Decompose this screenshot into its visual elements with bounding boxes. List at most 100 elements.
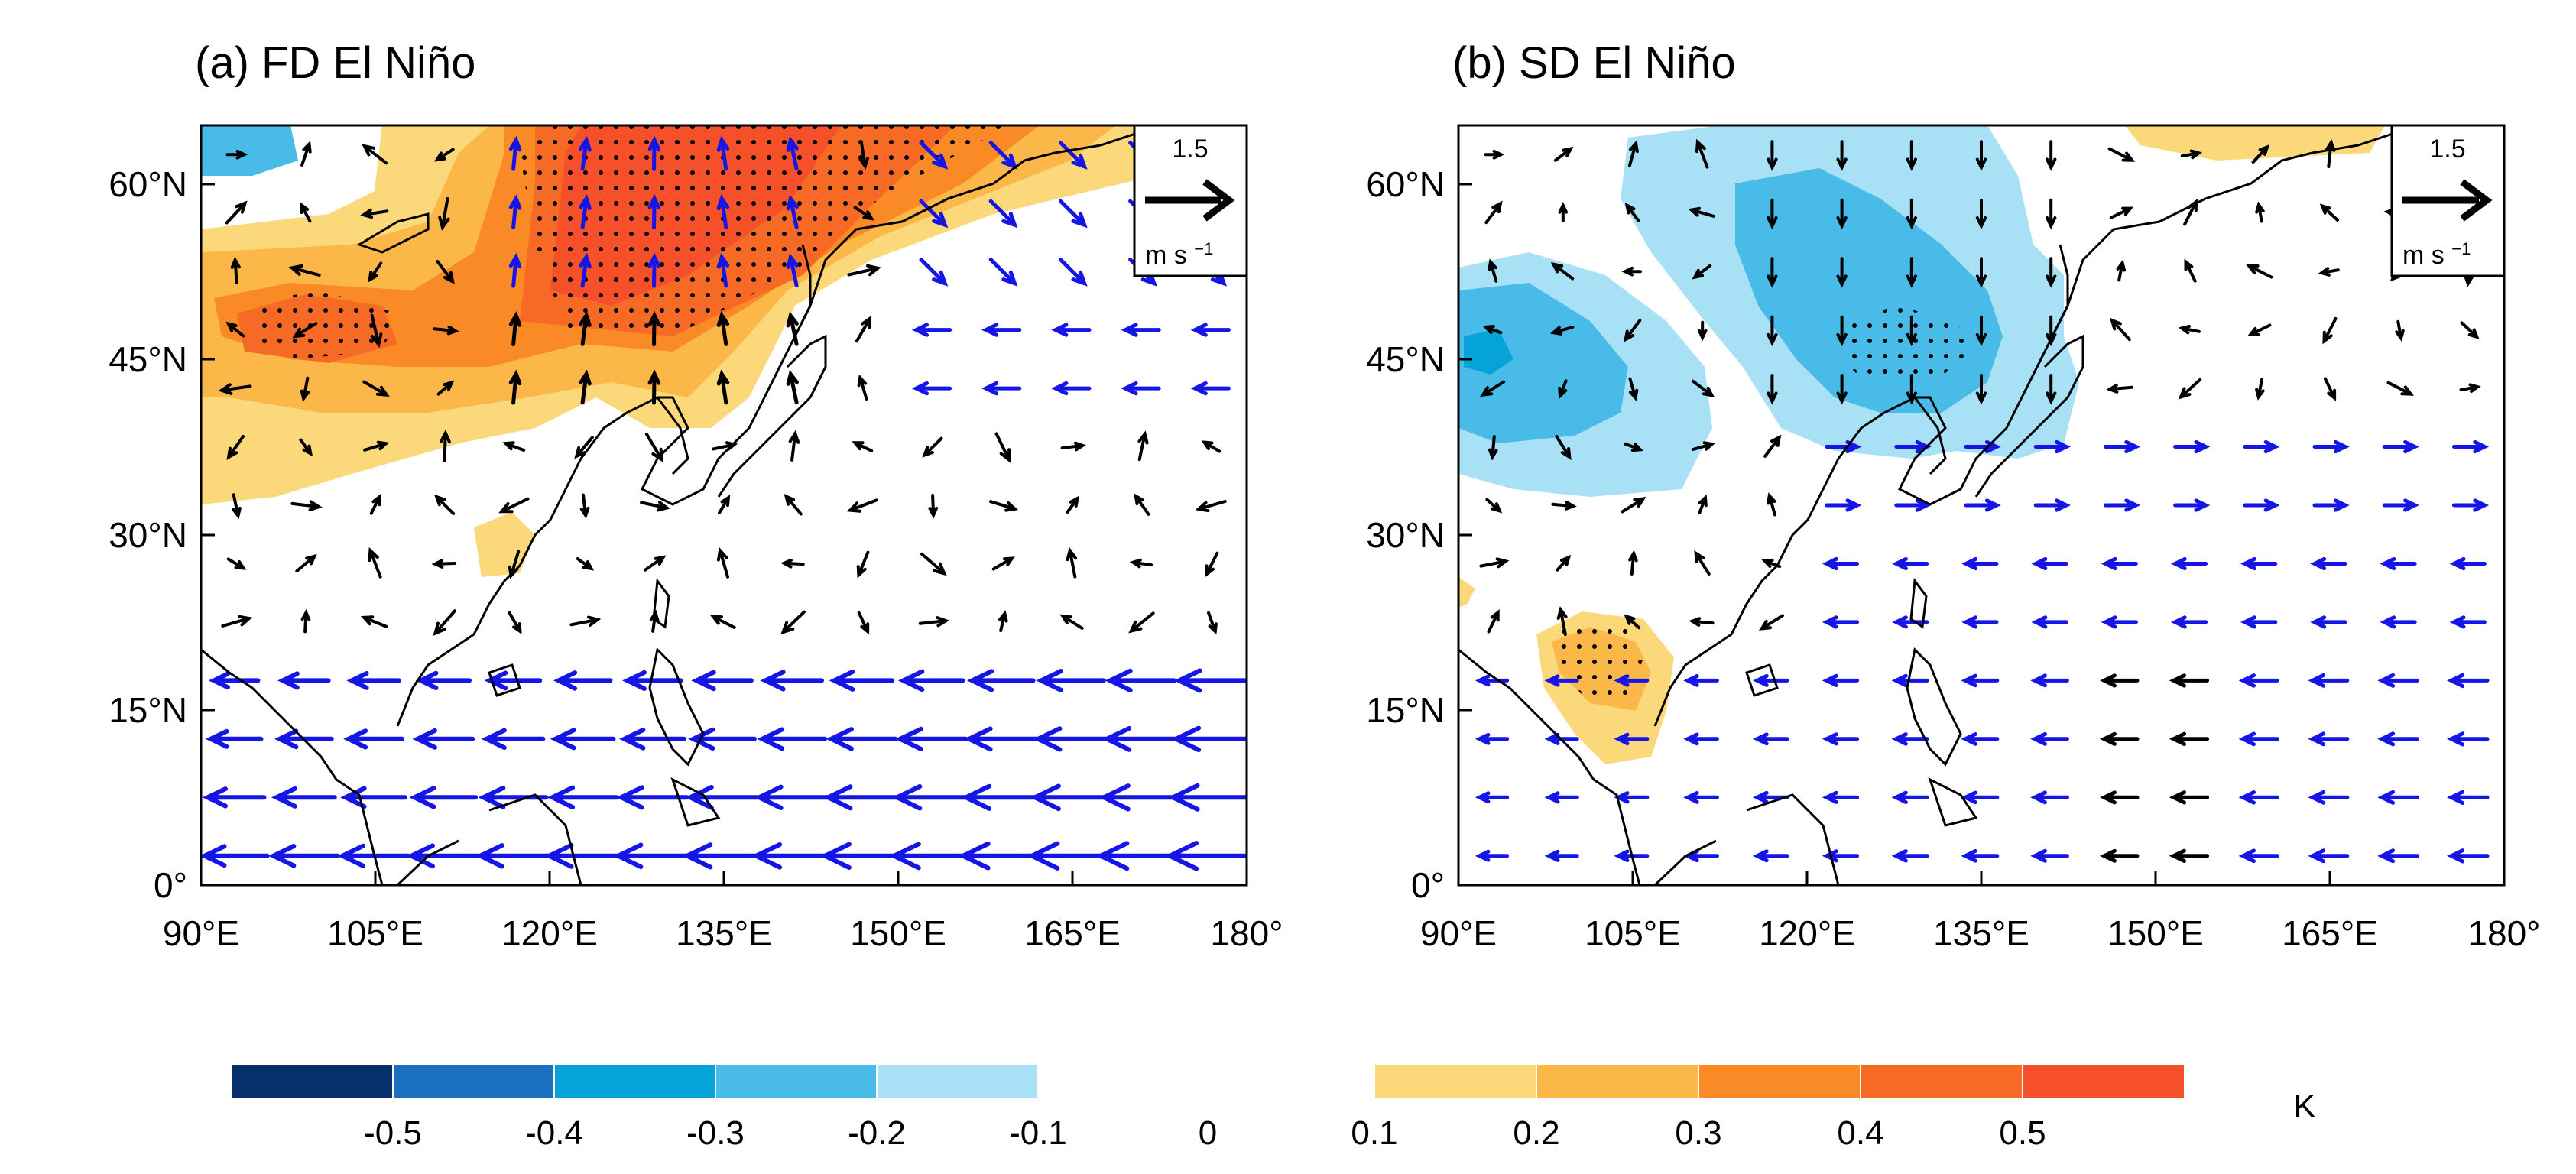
wind-vector (1098, 783, 1183, 812)
wind-vector (829, 669, 895, 692)
wind-vector (2100, 848, 2140, 863)
wind-vector (1961, 556, 1999, 571)
wind-vector (2308, 731, 2350, 747)
wind-vector (1051, 323, 1092, 337)
colorbar-unit: K (2293, 1088, 2315, 1125)
wind-vector (1485, 498, 1503, 514)
wind-vector (2312, 498, 2350, 512)
wind-vector (221, 615, 253, 628)
wind-vector (2308, 673, 2350, 688)
colorbar-swatch (553, 1063, 716, 1100)
y-tick-label: 15°N (1366, 690, 1445, 730)
coastline-philippines (1906, 647, 1978, 827)
wind-vector (1961, 615, 1999, 629)
wind-vector (640, 501, 670, 512)
wind-vector (1101, 725, 1180, 752)
wind-vector (2380, 556, 2417, 571)
wind-vector (682, 842, 763, 870)
wind-vector (647, 252, 661, 288)
wind-vector (362, 380, 390, 397)
colorbar-swatch (1860, 1063, 2023, 1100)
wind-vector (991, 556, 1015, 571)
wind-vector (1066, 546, 1077, 579)
wind-vector (2106, 384, 2133, 394)
wind-vector (2247, 323, 2272, 336)
wind-vector (226, 435, 245, 460)
colorbar: -0.5 -0.4 -0.3 -0.2 -0.1 0 0.1 0.2 0.3 0… (231, 1063, 2316, 1152)
colorbar-swatch (2022, 1063, 2185, 1100)
coastline-sakhalin (793, 244, 812, 337)
wind-vector (788, 430, 800, 462)
wind-vector (225, 200, 248, 225)
wind-vector (786, 369, 799, 405)
wind-vector (1891, 732, 1929, 746)
wind-vector (369, 494, 381, 515)
panel-b-stippling (1559, 306, 1972, 703)
wind-vector (1121, 323, 1161, 337)
wind-vector (1129, 558, 1153, 569)
wind-vector (710, 615, 736, 629)
wind-vector (360, 615, 388, 628)
wind-vector (1624, 203, 1640, 222)
wind-vector (274, 728, 334, 750)
wind-vector (1825, 498, 1862, 512)
wind-vector (2312, 439, 2350, 454)
wind-vector (1836, 198, 1848, 230)
wind-vector (716, 311, 730, 346)
coastline-japan (717, 334, 827, 498)
colorbar-swatch (1374, 1063, 1537, 1100)
wind-vector (2382, 498, 2419, 512)
wind-vector (225, 321, 245, 338)
wind-vector (897, 669, 965, 692)
wind-vector (853, 206, 875, 221)
wind-vector (300, 141, 312, 167)
wind-vector (2449, 556, 2487, 571)
wind-vector (2322, 316, 2338, 345)
wind-vector (1484, 149, 1505, 160)
wind-vector (2030, 731, 2069, 746)
wind-vector (300, 202, 312, 223)
wind-vector (433, 609, 456, 637)
wind-vector (967, 669, 1036, 692)
wind-vector (1167, 783, 1247, 812)
wind-vector (622, 670, 683, 691)
coastline-taiwan (1909, 578, 1928, 629)
wind-vector (1475, 732, 1510, 745)
wind-vector (716, 194, 730, 229)
wind-vector (1964, 498, 2001, 512)
wind-vector (2101, 615, 2138, 629)
wind-vector (858, 141, 869, 170)
wind-vector (202, 786, 267, 809)
wind-vector (857, 374, 868, 401)
reference-unit-exp: −1 (1194, 239, 1213, 258)
wind-vector (1906, 315, 1917, 347)
wind-vector (1207, 611, 1218, 635)
wind-vector (340, 786, 407, 809)
wind-vector (857, 611, 870, 635)
wind-vector (1906, 140, 1917, 171)
wind-vector (502, 441, 526, 452)
wind-vector (911, 323, 952, 337)
wind-vector (1134, 493, 1150, 516)
wind-vector (1891, 849, 1929, 863)
wind-vector (2308, 848, 2350, 864)
panel-a-title: (a) FD El Niño (195, 38, 475, 88)
wind-vector (1195, 500, 1227, 513)
wind-vector (1173, 668, 1247, 693)
wind-vector (2169, 790, 2210, 805)
wind-vector (961, 783, 1042, 811)
svg-text:m s −1: m s −1 (2402, 239, 2471, 270)
wind-vector (1906, 198, 1917, 230)
coastline-lake-baikal (356, 212, 430, 254)
y-tick-label: 0° (154, 865, 187, 905)
wind-vector (2030, 848, 2069, 863)
wind-vector (826, 727, 898, 751)
wind-vector (299, 438, 313, 457)
wind-vector (1975, 140, 1987, 171)
wind-vector (612, 842, 693, 870)
wind-vector (2238, 673, 2279, 688)
x-tick-label: 150°E (850, 913, 946, 953)
wind-vector (1691, 379, 1715, 398)
wind-vector (370, 313, 383, 349)
wind-vector (1558, 379, 1568, 400)
